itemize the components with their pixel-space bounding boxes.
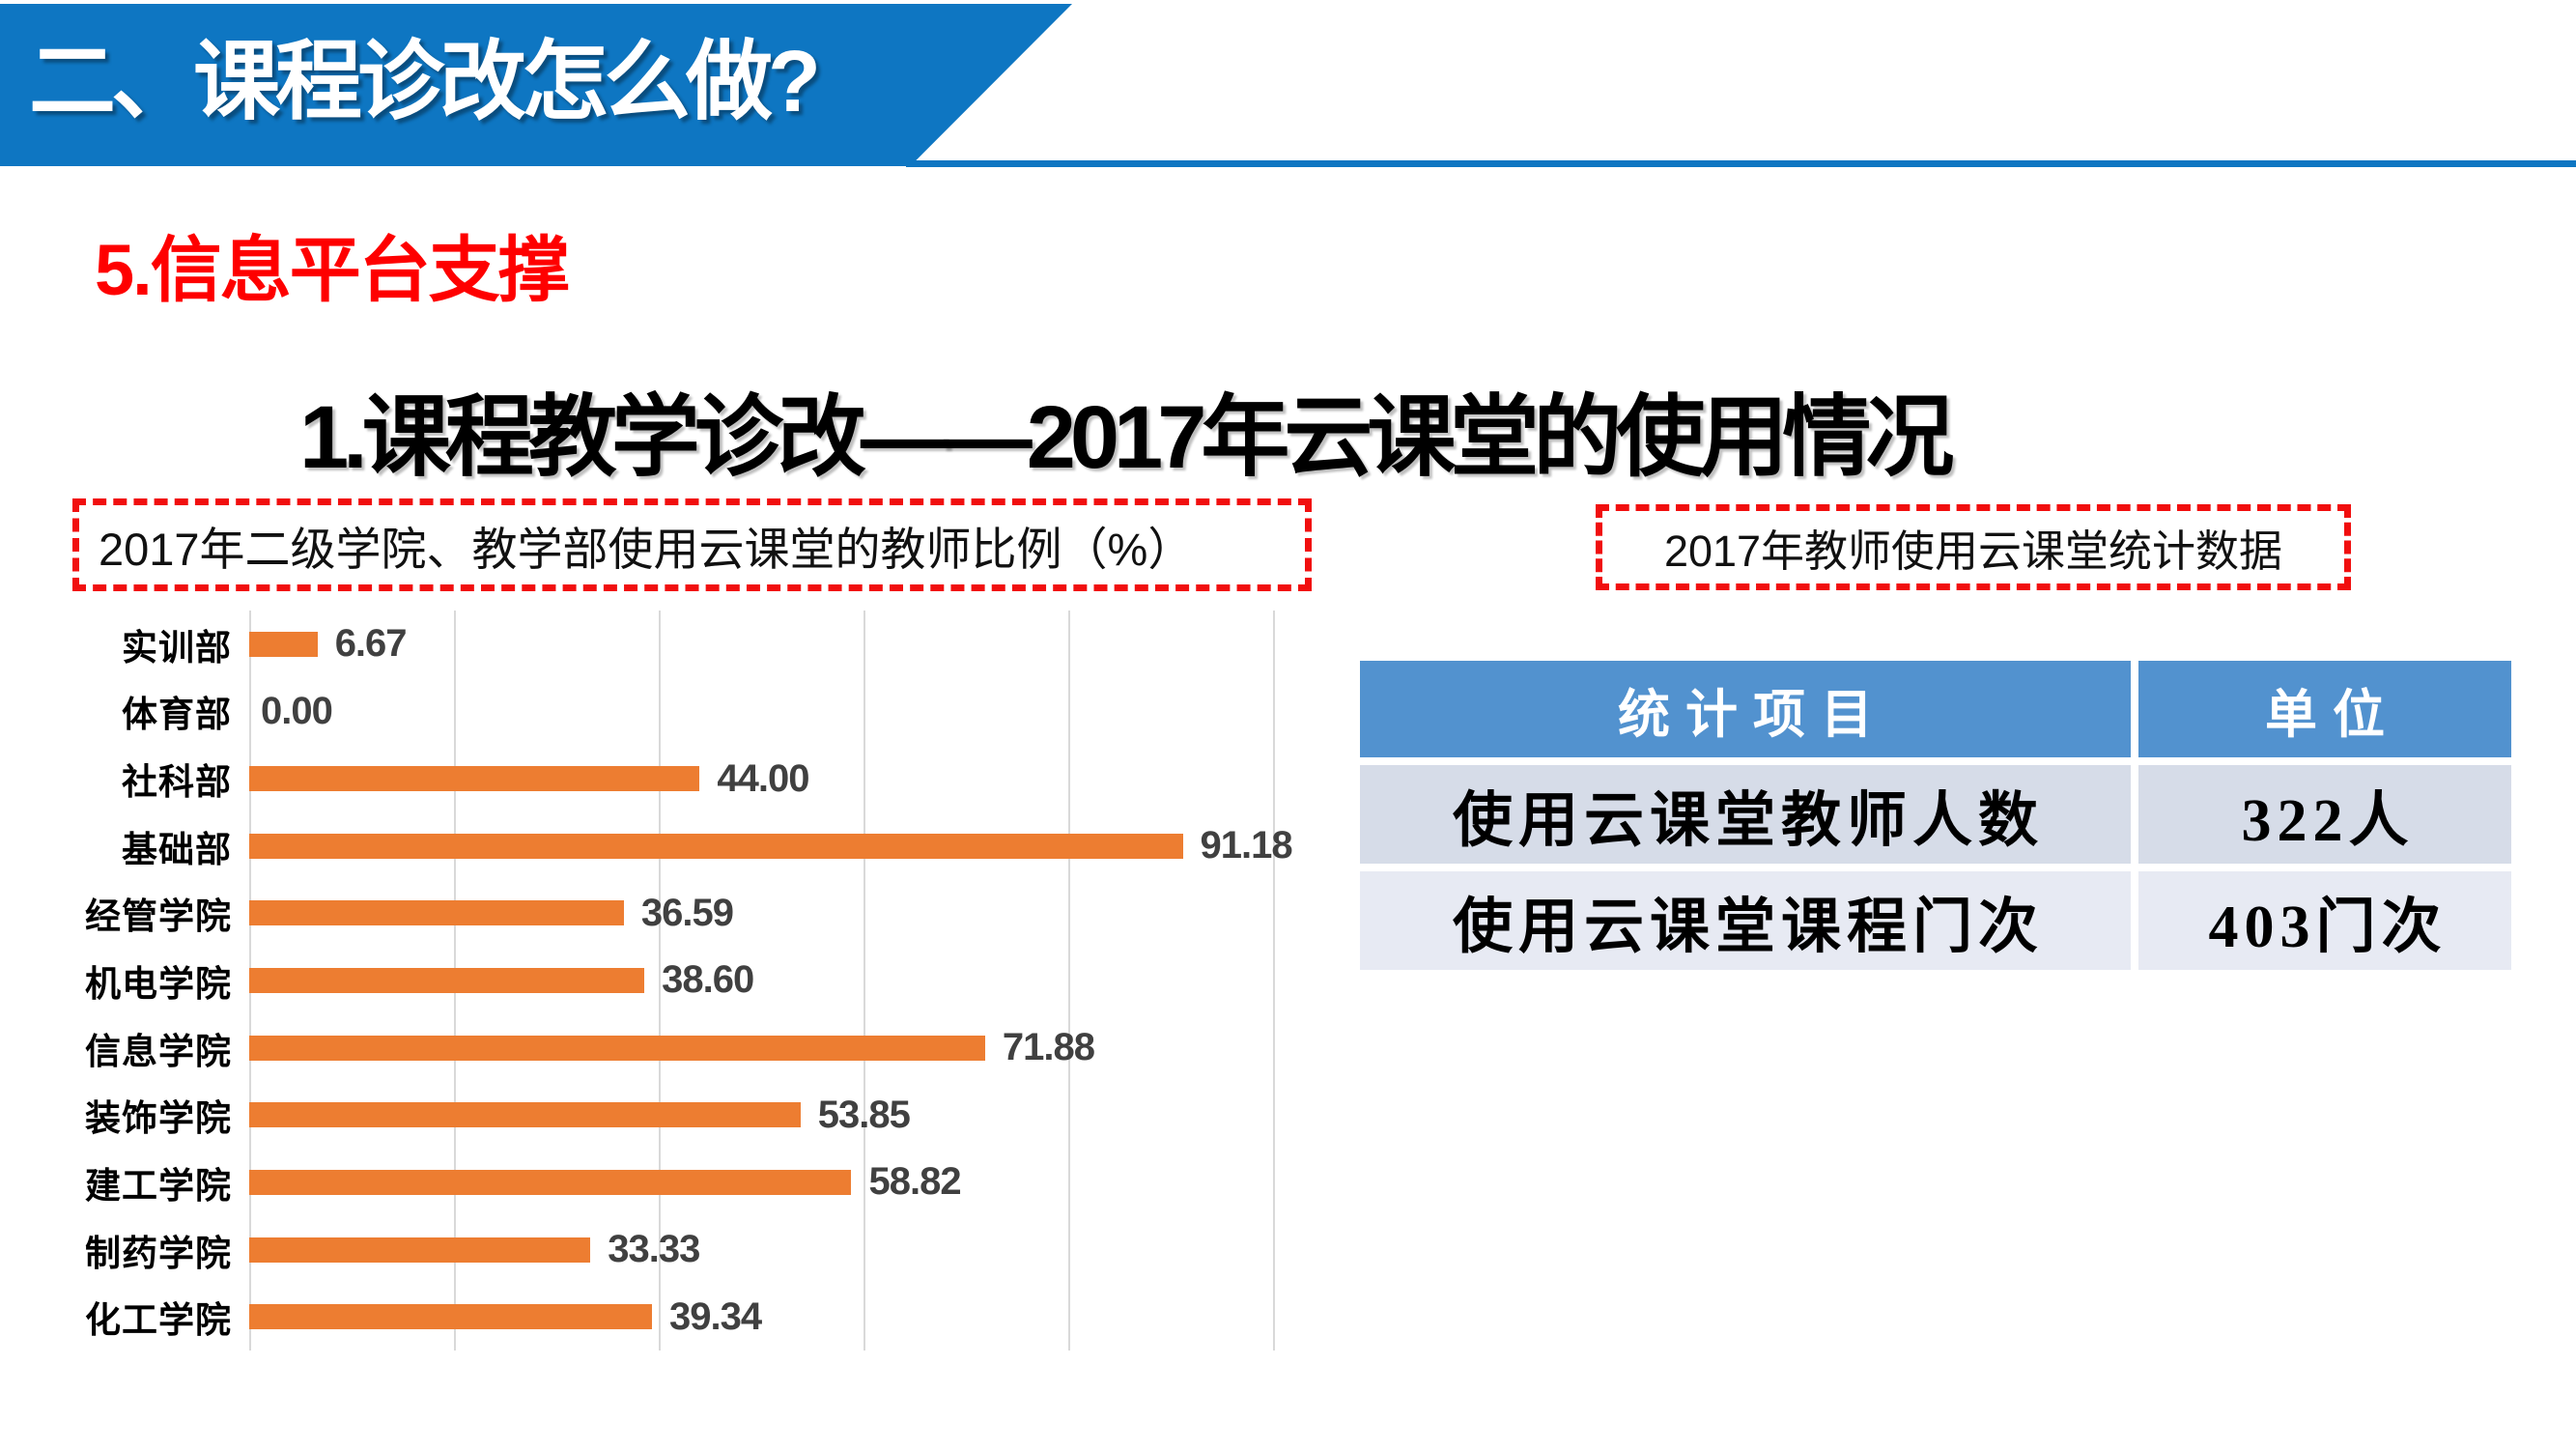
bar — [249, 1169, 852, 1195]
table-caption-box: 2017年教师使用云课堂统计数据 — [1596, 504, 2351, 590]
table-header-cell: 单位 — [2138, 661, 2511, 757]
table-cell: 使用云课堂课程门次 — [1360, 871, 2131, 970]
chart-row: 实训部 6.67 — [58, 611, 1487, 678]
chart-row: 经管学院 36.59 — [58, 880, 1487, 948]
value-label: 44.00 — [717, 756, 809, 800]
bar — [249, 1035, 985, 1061]
chart-caption-text: 2017年二级学院、教学部使用云课堂的教师比例（%） — [99, 523, 1194, 575]
table-cell: 322人 — [2138, 765, 2511, 864]
category-label: 装饰学院 — [85, 1098, 232, 1139]
bar — [249, 766, 700, 792]
category-label: 化工学院 — [85, 1300, 232, 1341]
chart-row: 基础部 91.18 — [58, 812, 1487, 880]
chart-row: 体育部 0.00 — [58, 678, 1487, 746]
chart-row: 信息学院 71.88 — [58, 1014, 1487, 1082]
category-label: 体育部 — [122, 695, 232, 735]
chart-row: 化工学院 39.34 — [58, 1283, 1487, 1350]
stats-table: 统计项目 单位 使用云课堂教师人数 322人 使用云课堂课程门次 403门次 — [1360, 661, 2511, 970]
value-label: 39.34 — [669, 1294, 762, 1338]
bar — [249, 833, 1183, 859]
value-label: 6.67 — [334, 622, 408, 666]
chart-row: 建工学院 58.82 — [58, 1149, 1487, 1216]
table-header-cell: 统计项目 — [1360, 661, 2131, 757]
bar — [249, 900, 624, 926]
header-banner: 二、课程诊改怎么做? — [0, 4, 1072, 166]
chart-row: 制药学院 33.33 — [58, 1216, 1487, 1284]
category-label: 信息学院 — [85, 1031, 232, 1071]
chart-row: 机电学院 38.60 — [58, 947, 1487, 1014]
header-divider-line — [906, 160, 2576, 167]
category-label: 基础部 — [122, 829, 232, 869]
bar — [249, 1102, 801, 1128]
value-label: 91.18 — [1200, 824, 1293, 867]
table-cell: 403门次 — [2138, 871, 2511, 970]
category-label: 社科部 — [122, 762, 232, 803]
bar — [249, 1304, 652, 1330]
category-label: 实训部 — [122, 627, 232, 668]
banner-title: 二、课程诊改怎么做? — [29, 34, 821, 130]
page-title: 1.课程教学诊改——2017年云课堂的使用情况 — [299, 388, 1954, 487]
value-label: 38.60 — [662, 958, 754, 1002]
chart-row: 社科部 44.00 — [58, 745, 1487, 812]
value-label: 58.82 — [868, 1160, 961, 1204]
value-label: 53.85 — [817, 1093, 911, 1136]
category-label: 制药学院 — [85, 1233, 232, 1273]
category-label: 建工学院 — [85, 1165, 232, 1206]
table-cell: 使用云课堂教师人数 — [1360, 765, 2131, 864]
value-label: 33.33 — [608, 1228, 700, 1271]
value-label: 36.59 — [640, 891, 734, 934]
bar — [249, 631, 318, 657]
table-caption-text: 2017年教师使用云课堂统计数据 — [1663, 526, 2283, 576]
bar — [249, 1237, 591, 1263]
value-label: 0.00 — [261, 689, 333, 732]
value-label: 71.88 — [1002, 1026, 1095, 1069]
chart-row: 装饰学院 53.85 — [58, 1081, 1487, 1149]
category-label: 机电学院 — [85, 963, 232, 1004]
bar-chart: 实训部 6.67 体育部 0.00 社科部 44.00 基础部 91.18 经管学院 36.59 机… — [58, 611, 1487, 1441]
bar — [249, 967, 645, 993]
section-subtitle: 5.信息平台支撑 — [95, 230, 570, 310]
chart-caption-box: 2017年二级学院、教学部使用云课堂的教师比例（%） — [72, 498, 1312, 591]
category-label: 经管学院 — [85, 896, 232, 937]
